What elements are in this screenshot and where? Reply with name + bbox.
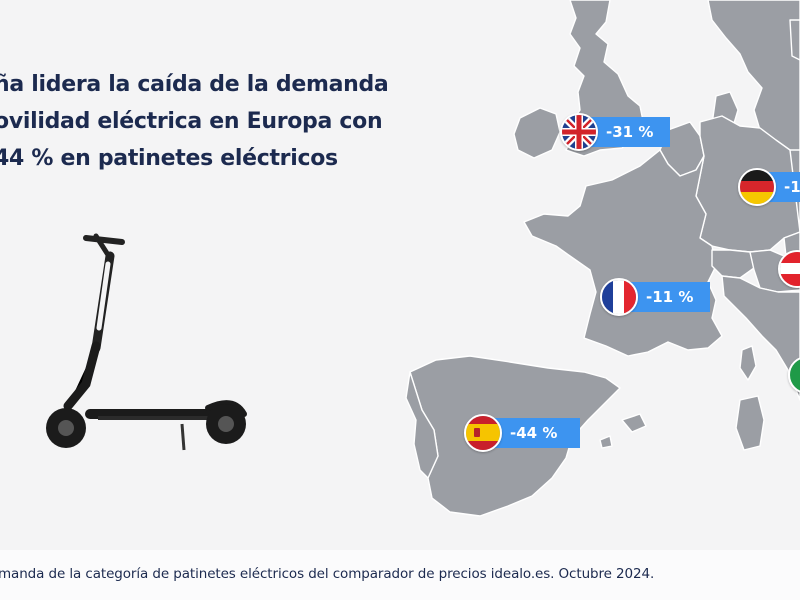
balearic-islands-shape — [621, 413, 647, 433]
france-shape — [523, 149, 723, 357]
germany-flag-icon — [738, 168, 776, 206]
corsica-shape — [739, 345, 757, 381]
italy-badge — [788, 356, 800, 394]
france-flag-icon — [600, 278, 638, 316]
headline: ña lidera la caída de la demanda ovilida… — [0, 66, 389, 177]
switzerland-shape — [711, 249, 755, 279]
sardinia-shape — [735, 395, 765, 451]
headline-line-3: 44 % en patinetes eléctricos — [0, 146, 338, 171]
austria-badge — [778, 250, 800, 288]
footer-bar — [0, 550, 800, 600]
united-kingdom-flag-icon — [560, 113, 598, 151]
italy-flag-icon — [788, 356, 800, 394]
portugal-shape — [405, 371, 439, 479]
spain-flag-icon — [464, 414, 502, 452]
finland-shape — [789, 19, 800, 61]
scandinavia-shape — [707, 0, 800, 161]
france-badge: -11 % — [600, 278, 710, 316]
austria-flag-icon — [778, 250, 800, 288]
spain-badge: -44 % — [464, 414, 580, 452]
ireland-shape — [513, 107, 561, 159]
balearic-islands-shape-2 — [599, 435, 613, 449]
uk-badge: -31 % — [560, 113, 670, 151]
germany-badge: -1 — [738, 168, 800, 206]
headline-line-1: ña lidera la caída de la demanda — [0, 72, 389, 97]
headline-line-2: ovilidad eléctrica en Europa con — [0, 109, 383, 134]
source-note: manda de la categoría de patinetes eléct… — [0, 566, 655, 582]
electric-scooter-image — [46, 233, 247, 451]
